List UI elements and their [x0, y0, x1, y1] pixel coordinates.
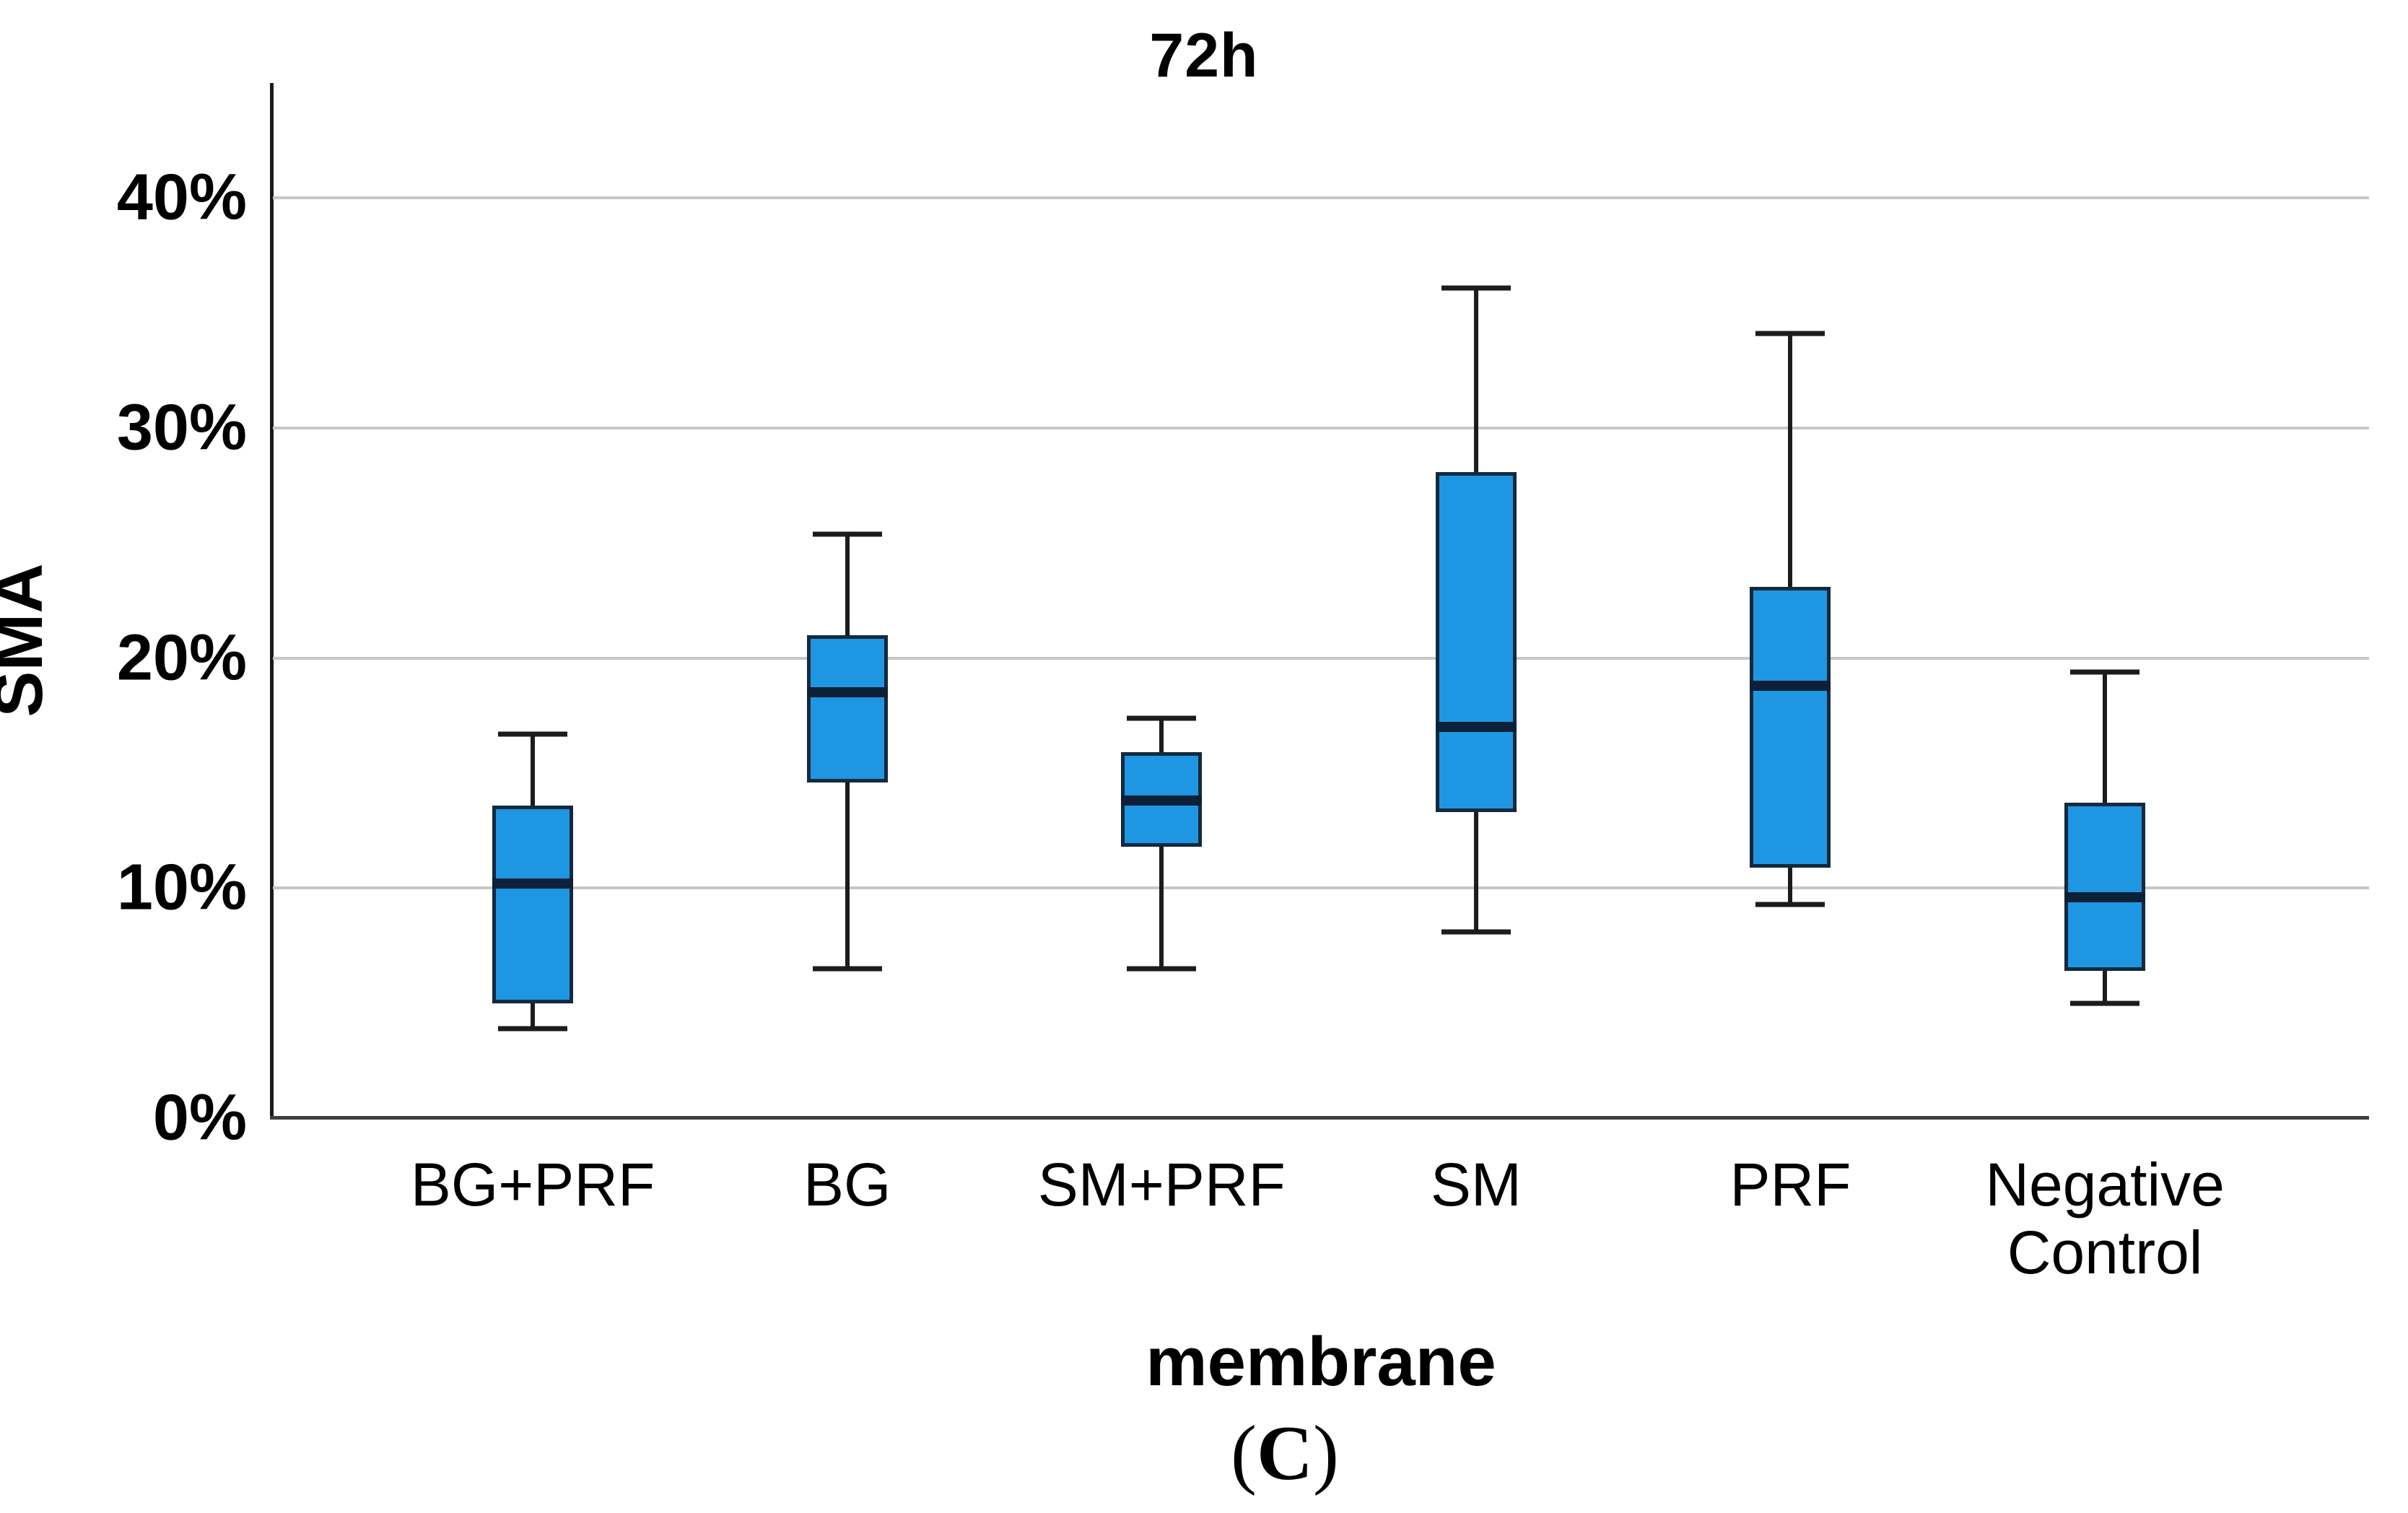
x-tick-label-sm: SM	[1430, 1151, 1522, 1218]
caption-close-paren: )	[1313, 1410, 1339, 1496]
lower-whisker-stem	[1159, 846, 1164, 969]
x-tick-label-sm-prf: SM+PRF	[1037, 1151, 1286, 1218]
lower-whisker-stem	[1473, 812, 1478, 932]
plot-area	[270, 83, 2369, 1120]
lower-whisker-stem	[2103, 971, 2108, 1003]
upper-whisker-cap	[498, 731, 568, 737]
y-tick-label-10: 10%	[116, 851, 247, 924]
iqr-box	[492, 805, 574, 1003]
upper-whisker-cap	[1441, 285, 1511, 291]
lower-whisker-stem	[531, 1003, 536, 1029]
upper-whisker-stem	[2103, 671, 2108, 803]
y-tick-label-0: 0%	[152, 1081, 247, 1154]
lower-whisker-cap	[1127, 966, 1197, 972]
upper-whisker-stem	[531, 733, 536, 806]
x-tick-label-bg-prf: BG+PRF	[410, 1151, 655, 1218]
lower-whisker-cap	[1755, 902, 1825, 907]
x-axis-tick-labels: BG+PRF BG SM+PRF SM PRF Negative Control	[273, 1151, 2369, 1309]
x-tick-label-bg: BG	[803, 1151, 891, 1218]
lower-whisker-cap	[1441, 929, 1511, 935]
median-line	[492, 878, 574, 889]
gridline-10	[273, 886, 2369, 890]
y-axis-line	[270, 83, 274, 1118]
median-line	[1121, 795, 1203, 806]
iqr-box	[1750, 586, 1831, 868]
chart-title: 72h	[1149, 21, 1259, 90]
median-line	[1435, 722, 1517, 733]
upper-whisker-stem	[1788, 333, 1793, 587]
gridline-20	[273, 656, 2369, 660]
figure-caption: (C)	[1231, 1409, 1339, 1499]
caption-open-paren: (	[1231, 1410, 1257, 1496]
caption-letter: C	[1257, 1410, 1313, 1496]
gridline-30	[273, 427, 2369, 430]
x-tick-label-negative-control: Negative Control	[1985, 1151, 2225, 1287]
lower-whisker-cap	[812, 966, 882, 972]
iqr-box	[806, 635, 888, 782]
lower-whisker-stem	[845, 782, 850, 969]
gridline-40	[273, 196, 2369, 200]
y-axis-tick-labels: 0% 10% 20% 30% 40%	[0, 83, 258, 1154]
y-tick-label-20: 20%	[116, 622, 247, 694]
x-axis-line	[270, 1116, 2369, 1120]
x-tick-label-prf: PRF	[1729, 1151, 1851, 1218]
iqr-box	[2064, 803, 2146, 972]
iqr-box	[1435, 471, 1517, 813]
y-tick-label-40: 40%	[116, 161, 247, 234]
upper-whisker-cap	[1127, 715, 1197, 721]
upper-whisker-stem	[845, 533, 850, 635]
upper-whisker-cap	[812, 531, 882, 537]
lower-whisker-cap	[2070, 1000, 2140, 1006]
lower-whisker-cap	[498, 1026, 568, 1032]
x-axis-title: membrane	[1146, 1323, 1496, 1400]
upper-whisker-stem	[1473, 287, 1478, 472]
upper-whisker-cap	[2070, 669, 2140, 675]
median-line	[1750, 680, 1831, 691]
upper-whisker-stem	[1159, 718, 1164, 753]
median-line	[2064, 892, 2146, 903]
upper-whisker-cap	[1755, 331, 1825, 336]
lower-whisker-stem	[1788, 867, 1793, 904]
median-line	[806, 687, 888, 698]
y-tick-label-30: 30%	[116, 391, 247, 464]
